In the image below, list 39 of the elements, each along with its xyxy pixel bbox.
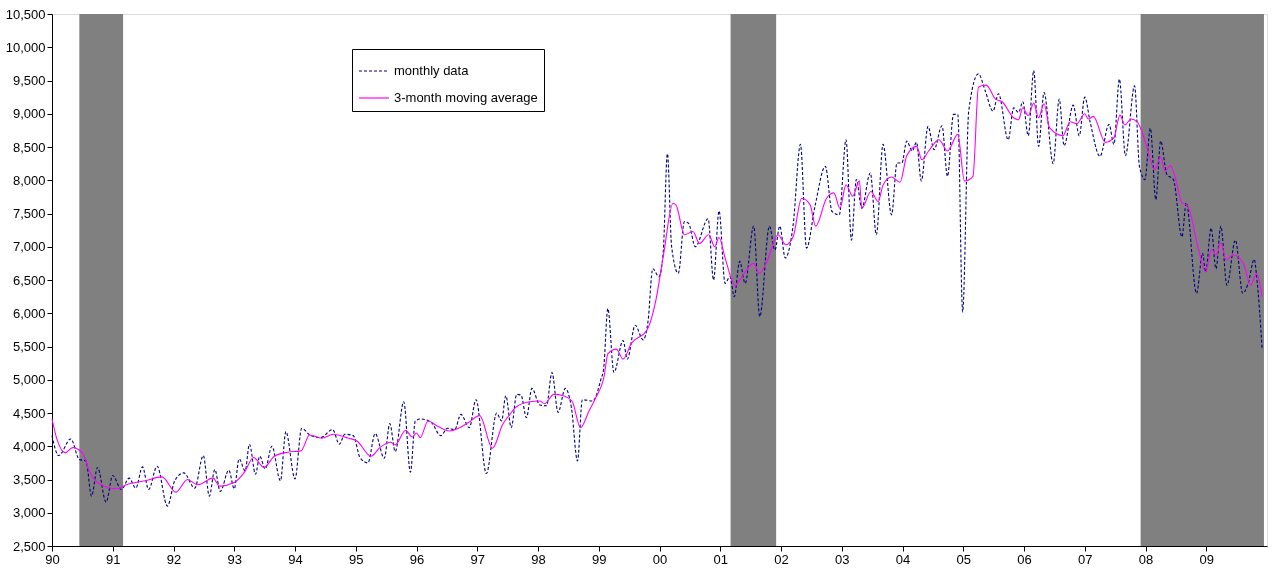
x-tick-label: 94: [288, 551, 303, 567]
x-tick-label: 93: [227, 551, 242, 567]
y-tick-label: 4,500: [12, 405, 46, 421]
x-tick-label: 04: [895, 551, 911, 567]
y-tick-label: 8,000: [12, 172, 46, 188]
x-tick-label: 02: [774, 551, 789, 567]
y-tick-label: 4,000: [12, 438, 46, 454]
x-tick-label: 91: [106, 551, 121, 567]
legend-label: 3-month moving average: [394, 90, 538, 105]
x-tick-label: 07: [1078, 551, 1093, 567]
x-tick-label: 99: [592, 551, 607, 567]
y-tick-label: 3,500: [12, 472, 46, 487]
x-tick-label: 09: [1199, 551, 1214, 567]
y-tick-label: 7,000: [12, 239, 46, 255]
x-tick-label: 01: [713, 551, 728, 567]
legend-label: monthly data: [394, 63, 470, 78]
y-tick-label: 10,500: [5, 6, 46, 22]
y-tick-label: 7,500: [12, 206, 46, 221]
x-tick-label: 05: [956, 551, 971, 567]
x-tick-label: 97: [470, 551, 485, 567]
y-tick-label: 9,500: [12, 73, 46, 88]
y-tick-label: 6,500: [12, 272, 46, 288]
y-tick-label: 5,000: [12, 372, 46, 388]
x-tick-label: 96: [409, 551, 425, 567]
y-tick-label: 5,500: [12, 339, 46, 354]
y-tick-label: 9,000: [12, 106, 46, 122]
y-tick-label: 6,000: [12, 305, 46, 321]
y-tick-label: 2,500: [12, 538, 46, 554]
y-tick-label: 3,000: [12, 505, 46, 521]
x-tick-label: 92: [166, 551, 182, 567]
x-tick-label: 90: [45, 551, 60, 567]
x-tick-label: 00: [652, 551, 668, 567]
x-tick-label: 98: [531, 551, 546, 567]
x-tick-label: 08: [1138, 551, 1154, 567]
x-tick-label: 03: [835, 551, 850, 567]
x-tick-label: 95: [349, 551, 364, 567]
y-tick-label: 8,500: [12, 139, 46, 155]
y-tick-label: 10,000: [5, 39, 46, 55]
x-tick-label: 06: [1017, 551, 1032, 567]
